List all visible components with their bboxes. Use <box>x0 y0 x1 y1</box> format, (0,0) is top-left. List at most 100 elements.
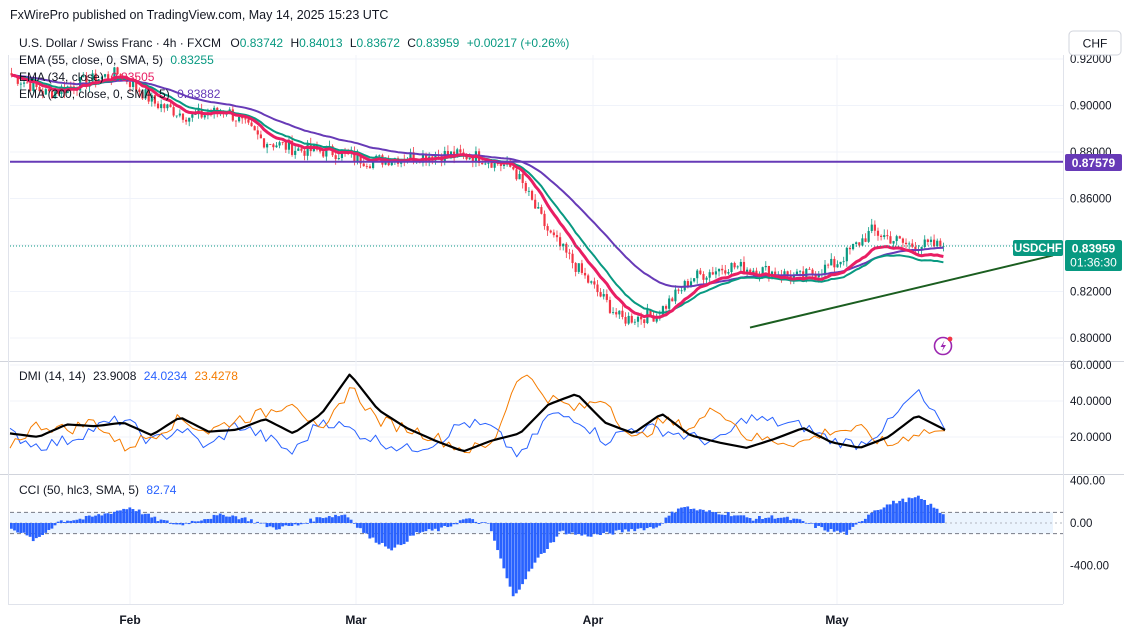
candle-body <box>19 83 22 85</box>
candle-body <box>827 264 830 266</box>
legend-dmi[interactable]: DMI (14, 14) 23.9008 24.0234 23.4278 <box>19 369 238 383</box>
last-price-tag[interactable]: 0.83959 01:36:30 <box>1065 240 1122 271</box>
candle-body <box>892 241 895 244</box>
cci-bar <box>786 516 789 523</box>
price-tick-label: 0.92000 <box>1070 54 1112 66</box>
candle-body <box>521 174 524 183</box>
cci-bar <box>599 523 602 536</box>
legend-ema34[interactable]: EMA (34, close) 0.83505 <box>19 70 155 84</box>
legend-ema55[interactable]: EMA (55, close, 0, SMA, 5) 0.83255 <box>19 53 214 67</box>
candle-body <box>730 262 733 273</box>
candle-body <box>169 104 172 108</box>
cci-bar <box>190 520 194 523</box>
cci-bar <box>134 511 138 523</box>
cci-bar <box>399 523 403 546</box>
alert-logo-icon[interactable] <box>933 336 953 356</box>
legend-dmi-adx: 23.9008 <box>93 369 137 383</box>
candle-body <box>490 162 493 168</box>
cci-bar <box>265 523 269 528</box>
cci-bar <box>854 523 858 525</box>
cci-bar <box>28 523 32 537</box>
legend-dmi-label: DMI (14, 14) <box>19 369 86 383</box>
cci-bar <box>901 498 905 523</box>
cci-bar <box>670 511 674 523</box>
cci-bar <box>318 517 322 523</box>
candle-body <box>668 298 671 309</box>
cci-bar <box>807 523 811 524</box>
cci-bar <box>256 521 260 523</box>
cci-bar <box>536 523 540 558</box>
candle-body <box>300 148 303 151</box>
cci-bar <box>549 523 552 543</box>
legend-symbol-line[interactable]: U.S. Dollar / Swiss Franc · 4h · FXCM O0… <box>19 36 569 50</box>
candle-body <box>191 114 194 118</box>
candle-body <box>135 80 138 90</box>
legend-cci[interactable]: CCI (50, hlc3, SMA, 5) 82.74 <box>19 483 177 497</box>
cci-bar <box>374 523 378 543</box>
candle-body <box>116 67 119 75</box>
cci-bar <box>390 523 394 551</box>
cci-bar <box>340 515 344 523</box>
cci-bar <box>792 518 796 523</box>
cci-bar <box>162 520 166 523</box>
cci-bar <box>689 509 693 523</box>
cci-bar <box>380 523 384 543</box>
currency-button[interactable]: CHF <box>1068 30 1122 56</box>
candle-body <box>372 160 375 168</box>
symbol-tag[interactable]: USDCHF <box>1013 240 1063 256</box>
cci-bar <box>408 523 412 536</box>
level-line-badge[interactable]: 0.87579 <box>1065 154 1122 171</box>
cci-bar <box>580 523 584 536</box>
candle-body <box>562 243 565 247</box>
cci-bar <box>78 518 82 523</box>
candle-body <box>876 230 880 236</box>
candle-body <box>449 151 453 156</box>
candle-body <box>702 274 705 280</box>
cci-tick-label: -400.00 <box>1070 560 1109 572</box>
cci-bar <box>574 523 577 535</box>
candle-body <box>640 316 643 320</box>
cci-layer <box>10 495 1063 597</box>
cci-bar <box>302 523 306 524</box>
candle-body <box>493 160 496 168</box>
cci-bar <box>468 518 471 523</box>
candle-body <box>303 150 306 156</box>
candle-body <box>234 120 238 122</box>
cci-bar <box>253 522 256 524</box>
cci-bar <box>583 523 587 535</box>
time-tick-label: May <box>825 613 849 627</box>
cci-bar <box>829 523 833 530</box>
candle-body <box>833 258 836 268</box>
legend-high: 0.84013 <box>299 36 343 50</box>
cci-bar <box>835 523 839 531</box>
candle-body <box>156 103 160 109</box>
legend-ema200[interactable]: EMA (200, close, 0, SMA, 5) 0.83882 <box>19 87 221 101</box>
cci-bar <box>499 523 503 559</box>
cci-bar <box>558 523 562 532</box>
cci-bar <box>542 523 546 553</box>
cci-bar <box>418 523 422 533</box>
candle-body <box>749 269 752 273</box>
cci-bar <box>75 519 79 523</box>
candle-body <box>767 265 770 279</box>
last-price-countdown: 01:36:30 <box>1070 256 1117 270</box>
cci-bar <box>483 522 487 523</box>
cci-bar <box>514 523 518 594</box>
cci-bar <box>47 523 51 530</box>
cci-bar <box>262 522 266 524</box>
cci-bar <box>50 523 54 529</box>
cci-bar <box>873 510 877 523</box>
candle-body <box>559 237 562 247</box>
cci-bar <box>617 523 621 530</box>
dmi-tick-label: 20.0000 <box>1070 432 1112 444</box>
cci-bar <box>511 523 515 597</box>
cci-bar <box>795 518 799 523</box>
candle-body <box>677 289 680 291</box>
candle-body <box>733 262 736 268</box>
cci-bar <box>789 520 792 523</box>
candle-body <box>502 164 506 166</box>
cci-bar <box>103 513 107 523</box>
cci-bar <box>695 510 699 523</box>
cci-bar <box>212 514 216 523</box>
